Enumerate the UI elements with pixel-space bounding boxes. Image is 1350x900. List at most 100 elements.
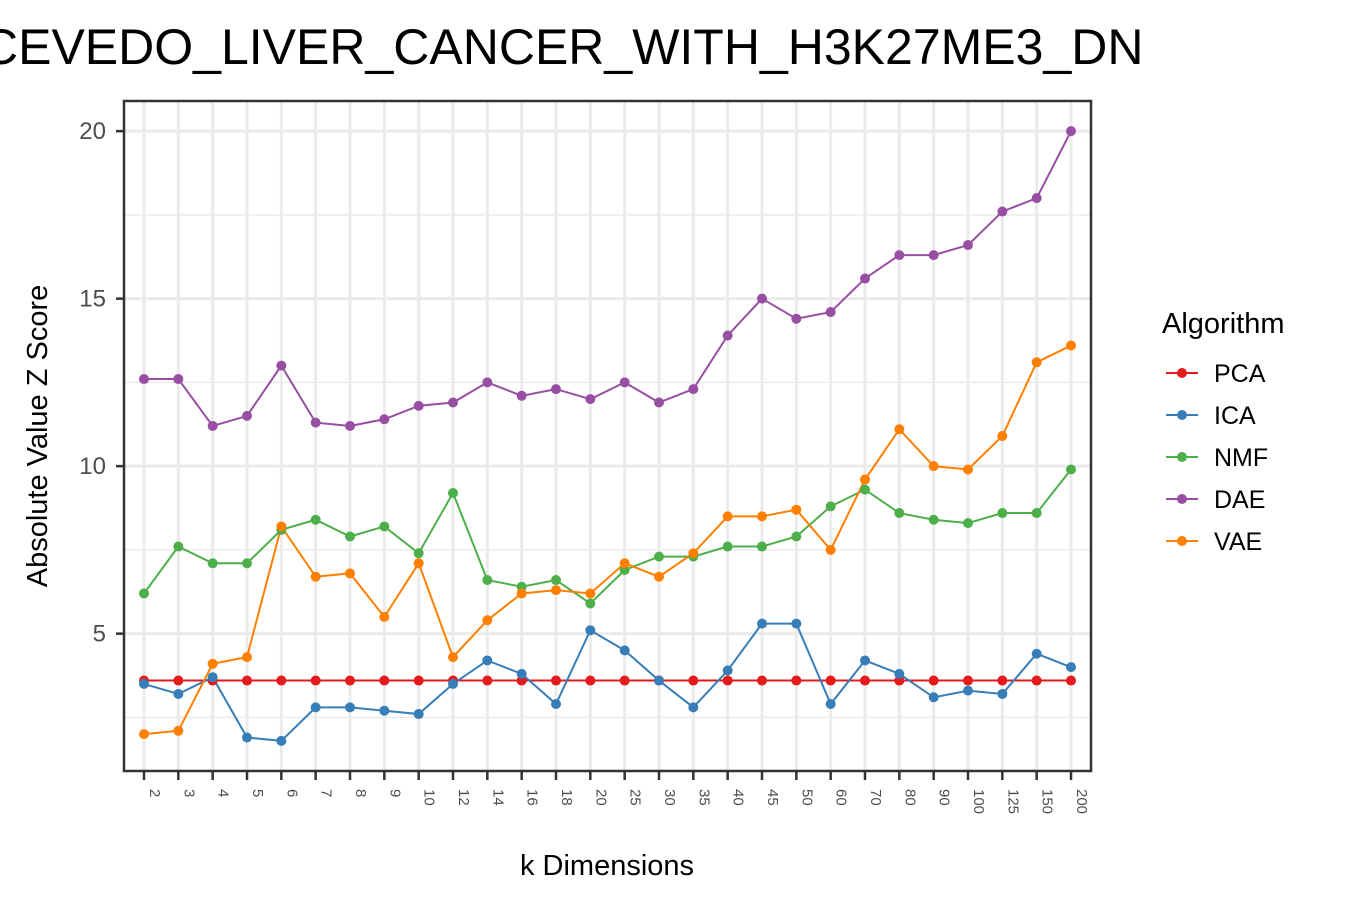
data-point-dae <box>276 360 287 371</box>
data-point-nmf <box>345 531 355 542</box>
data-point-nmf <box>791 531 802 542</box>
data-point-vae <box>722 511 733 522</box>
data-point-dae <box>448 397 458 408</box>
data-point-dae <box>825 307 836 318</box>
data-point-ica <box>482 655 493 666</box>
x-tick-label: 50 <box>798 789 815 806</box>
x-tick-label: 9 <box>386 789 403 797</box>
legend-key-point-vae <box>1177 536 1187 546</box>
x-tick-label: 18 <box>558 789 575 806</box>
data-point-pca <box>928 675 939 686</box>
y-tick-label: 15 <box>79 286 106 313</box>
data-point-vae <box>860 474 870 485</box>
x-tick-label: 14 <box>489 789 506 806</box>
series-line-dae <box>144 130 1072 428</box>
x-tick-label: 45 <box>764 789 781 806</box>
data-point-vae <box>894 424 905 435</box>
data-point-dae <box>654 397 664 408</box>
legend-key-point-ica <box>1177 410 1187 420</box>
data-point-vae <box>448 652 458 663</box>
data-point-vae <box>345 568 355 579</box>
data-point-ica <box>688 702 699 713</box>
x-tick-label: 8 <box>352 789 369 797</box>
data-point-nmf <box>585 598 596 609</box>
series-lines <box>143 130 1072 742</box>
data-point-pca <box>551 675 561 686</box>
data-point-dae <box>997 206 1008 217</box>
data-point-vae <box>1031 357 1042 368</box>
data-point-vae <box>310 571 321 582</box>
data-point-ica <box>448 678 458 689</box>
data-point-pca <box>173 675 184 686</box>
legend-key-point-nmf <box>1177 452 1187 462</box>
data-point-nmf <box>413 548 424 559</box>
data-point-ica <box>894 668 905 679</box>
data-point-ica <box>276 735 287 746</box>
data-point-nmf <box>242 558 252 569</box>
x-tick-label: 60 <box>833 789 850 806</box>
data-point-ica <box>997 688 1008 699</box>
data-point-vae <box>207 658 218 669</box>
legend-title: Algorithm <box>1162 308 1285 340</box>
data-point-pca <box>413 675 424 686</box>
data-point-pca <box>963 675 973 686</box>
x-tick-label: 125 <box>1004 789 1021 814</box>
legend-key-point-dae <box>1177 494 1187 504</box>
data-point-nmf <box>1031 508 1042 519</box>
series-points <box>139 126 1076 746</box>
data-point-ica <box>310 702 321 713</box>
data-point-pca <box>276 675 287 686</box>
data-point-vae <box>516 588 527 599</box>
x-tick-label: 40 <box>730 789 747 806</box>
data-point-dae <box>928 250 939 261</box>
data-point-vae <box>551 585 561 596</box>
data-point-vae <box>173 725 184 736</box>
data-point-pca <box>722 675 733 686</box>
data-point-vae <box>585 588 596 599</box>
data-point-dae <box>345 420 355 431</box>
x-tick-label: 25 <box>627 789 644 806</box>
data-point-nmf <box>448 487 458 498</box>
series-line-nmf <box>143 468 1072 605</box>
data-point-nmf <box>1066 464 1076 475</box>
data-point-ica <box>791 618 802 629</box>
data-point-dae <box>379 414 390 425</box>
x-tick-label: 35 <box>695 789 712 806</box>
x-tick-label: 6 <box>283 789 300 797</box>
legend-label-nmf: NMF <box>1214 444 1268 472</box>
x-tick-label: 200 <box>1073 789 1090 814</box>
data-point-ica <box>242 732 252 743</box>
data-point-dae <box>516 390 527 401</box>
x-tick-label: 2 <box>146 789 163 797</box>
data-point-pca <box>688 675 699 686</box>
data-point-ica <box>345 702 355 713</box>
data-point-nmf <box>379 521 390 532</box>
data-point-ica <box>139 678 149 689</box>
data-point-nmf <box>757 541 767 552</box>
data-point-vae <box>654 571 664 582</box>
data-point-nmf <box>722 541 733 552</box>
data-point-nmf <box>654 551 664 562</box>
data-point-dae <box>207 420 218 431</box>
data-point-ica <box>654 675 664 686</box>
data-point-dae <box>1031 193 1042 204</box>
data-point-pca <box>310 675 321 686</box>
data-point-vae <box>1066 340 1076 351</box>
data-point-dae <box>722 330 733 341</box>
data-point-nmf <box>825 501 836 512</box>
data-point-dae <box>619 377 630 388</box>
legend-label-vae: VAE <box>1214 528 1262 556</box>
chart-title: CEVEDO_LIVER_CANCER_WITH_H3K27ME3_DN <box>0 19 1144 75</box>
data-point-dae <box>310 417 321 428</box>
data-point-dae <box>413 400 424 411</box>
data-point-pca <box>242 675 252 686</box>
legend: Algorithm PCA ICA NMF DAE VAE <box>1162 308 1285 556</box>
y-tick-label: 5 <box>93 621 106 648</box>
x-tick-label: 10 <box>421 789 438 806</box>
data-point-vae <box>379 611 390 622</box>
data-point-dae <box>551 384 561 395</box>
legend-label-pca: PCA <box>1214 360 1266 388</box>
data-point-dae <box>482 377 493 388</box>
x-axis-label: k Dimensions <box>520 850 694 882</box>
data-point-dae <box>963 240 973 251</box>
